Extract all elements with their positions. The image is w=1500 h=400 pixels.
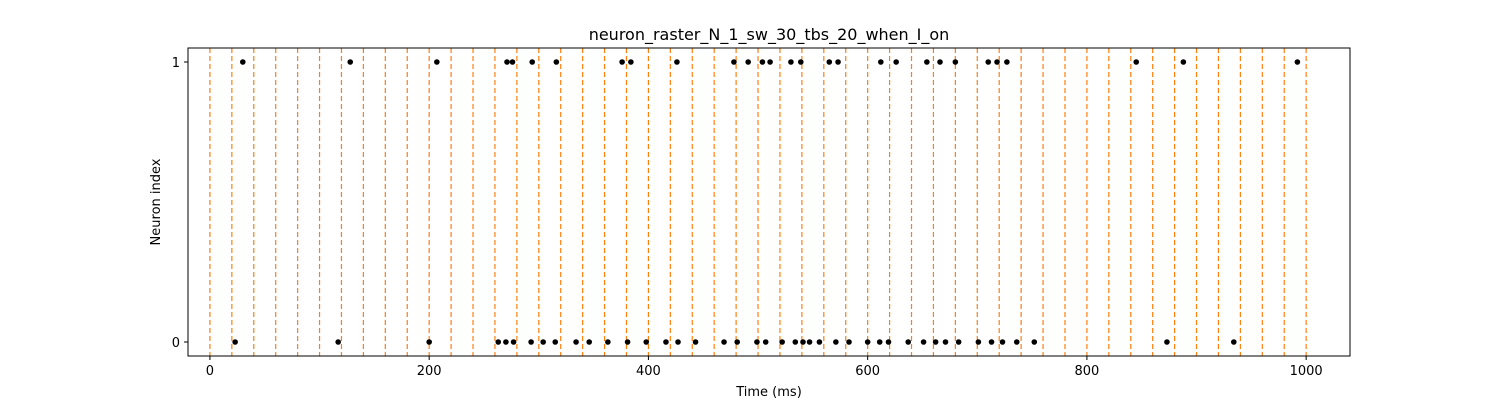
x-tick-label: 0 (206, 364, 214, 379)
spike-point (826, 59, 833, 65)
spike-point (510, 339, 517, 345)
spike-point (797, 59, 804, 65)
spike-point (528, 339, 534, 345)
spike-point (643, 339, 650, 345)
spike-point (1031, 339, 1038, 345)
spike-point (905, 339, 912, 345)
spike-point (628, 59, 634, 65)
spike-point (779, 339, 785, 345)
spike-point (876, 339, 883, 345)
spike-point (999, 339, 1006, 345)
spike-point (792, 339, 799, 345)
spike-point (540, 339, 546, 345)
spike-point (994, 59, 1000, 65)
spike-point (975, 339, 982, 345)
spike-point (495, 339, 502, 345)
spike-point (759, 59, 766, 65)
spike-point (619, 59, 625, 65)
spike-point (835, 59, 841, 65)
spike-point (1133, 59, 1140, 65)
spike-point (816, 339, 823, 345)
x-axis-label: Time (ms) (735, 385, 802, 400)
spike-point (754, 339, 760, 345)
spike-point (885, 339, 892, 345)
spike-point (806, 339, 813, 345)
spike-point (721, 339, 727, 345)
spike-point (1013, 339, 1020, 345)
spike-point (586, 339, 593, 345)
spike-point (509, 59, 516, 65)
spike-point (988, 339, 995, 345)
spike-point (788, 59, 794, 65)
spike-point (1004, 59, 1010, 65)
spike-point (240, 59, 246, 65)
spike-point (552, 339, 559, 345)
spike-point (434, 59, 440, 65)
spike-point (504, 59, 510, 65)
spike-point (932, 339, 939, 345)
spike-point (985, 59, 992, 65)
spike-point (232, 339, 238, 345)
spike-point (846, 339, 852, 345)
spike-point (692, 339, 699, 345)
y-axis-ticks: 01 (172, 56, 188, 351)
spike-point (833, 339, 839, 345)
spike-point (605, 339, 611, 345)
x-tick-label: 200 (417, 364, 442, 379)
spike-point (663, 339, 669, 345)
spike-point (1231, 339, 1237, 345)
spike-point (864, 339, 871, 345)
spike-point (762, 339, 769, 345)
spike-point (573, 339, 579, 345)
spike-point (731, 59, 737, 65)
spike-point (955, 339, 962, 345)
spike-point (767, 59, 773, 65)
spike-point (878, 59, 884, 65)
x-tick-label: 400 (636, 364, 661, 379)
y-tick-label: 0 (172, 336, 180, 351)
chart-title: neuron_raster_N_1_sw_30_tbs_20_when_I_on (589, 25, 950, 45)
spike-point (924, 59, 930, 65)
spike-markers (232, 59, 1301, 345)
x-tick-label: 1000 (1290, 364, 1323, 379)
y-axis-label: Neuron index (149, 158, 164, 245)
spike-point (675, 339, 681, 345)
spike-point (674, 59, 680, 65)
plot-frame (187, 47, 1351, 357)
spike-point (335, 339, 341, 345)
x-axis-ticks: 0 200 400 600 800 1000 (206, 356, 1323, 379)
spike-point (800, 339, 806, 345)
y-tick-label: 1 (172, 56, 180, 71)
time-bin-lines (209, 48, 1307, 356)
spike-point (426, 339, 432, 345)
spike-point (1164, 339, 1170, 345)
spike-point (347, 59, 354, 65)
x-tick-label: 800 (1074, 364, 1099, 379)
spike-point (734, 339, 741, 345)
spike-point (624, 339, 631, 345)
spike-point (553, 59, 560, 65)
spike-point (942, 339, 949, 345)
spike-point (503, 339, 509, 345)
spike-point (745, 59, 751, 65)
x-tick-label: 600 (855, 364, 880, 379)
spike-point (1180, 59, 1187, 65)
spike-point (529, 59, 536, 65)
spike-point (893, 59, 899, 65)
spike-point (1294, 59, 1301, 65)
spike-point (920, 339, 927, 345)
spike-point (952, 59, 959, 65)
spike-point (937, 59, 943, 65)
